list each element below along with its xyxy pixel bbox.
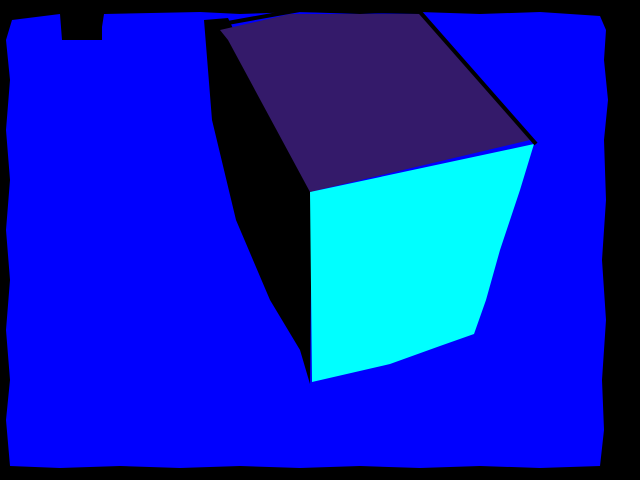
cube-top-face [220, 14, 530, 192]
cube-front-face [310, 144, 534, 382]
notch-shadow [62, 22, 102, 40]
cube-left-face [204, 18, 312, 384]
cube-edge-outline [221, 7, 538, 146]
